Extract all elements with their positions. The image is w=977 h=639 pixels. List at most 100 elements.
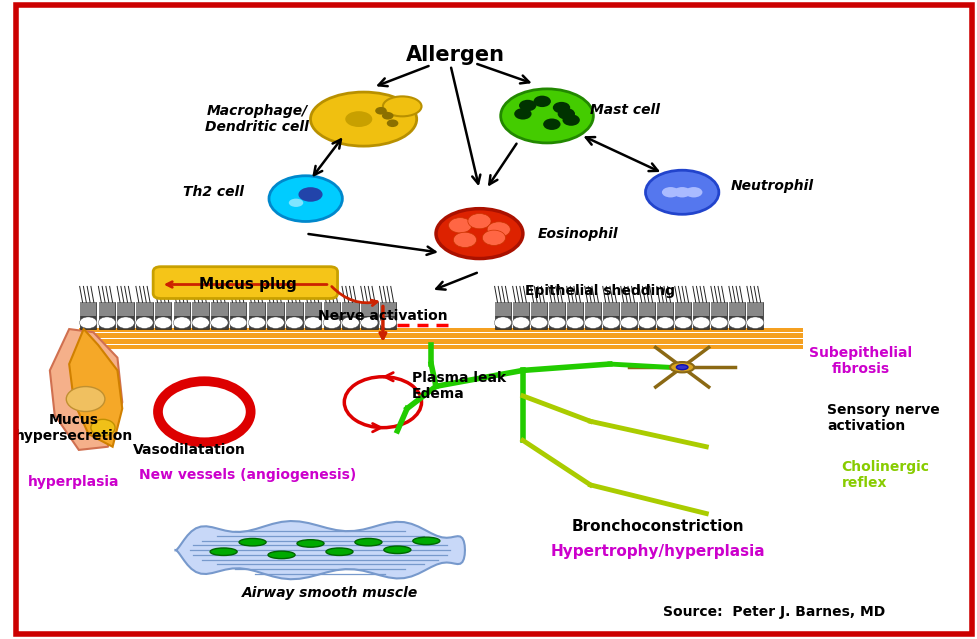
- Ellipse shape: [268, 551, 295, 558]
- Text: Mucus
hypersecretion: Mucus hypersecretion: [15, 413, 133, 443]
- Circle shape: [379, 317, 397, 328]
- Ellipse shape: [238, 539, 266, 546]
- Circle shape: [514, 108, 531, 119]
- Ellipse shape: [500, 89, 593, 143]
- Ellipse shape: [297, 540, 323, 547]
- FancyBboxPatch shape: [513, 302, 529, 329]
- Ellipse shape: [91, 419, 115, 436]
- FancyBboxPatch shape: [153, 266, 337, 298]
- Ellipse shape: [673, 187, 690, 197]
- FancyBboxPatch shape: [305, 302, 321, 316]
- FancyBboxPatch shape: [248, 302, 265, 329]
- Text: Hypertrophy/hyperplasia: Hypertrophy/hyperplasia: [550, 544, 765, 559]
- FancyBboxPatch shape: [548, 302, 565, 329]
- FancyBboxPatch shape: [211, 302, 228, 316]
- FancyBboxPatch shape: [192, 302, 209, 329]
- FancyBboxPatch shape: [531, 302, 546, 316]
- FancyBboxPatch shape: [603, 302, 618, 329]
- Circle shape: [117, 317, 134, 328]
- Circle shape: [728, 317, 745, 328]
- FancyBboxPatch shape: [746, 302, 762, 329]
- Circle shape: [602, 317, 619, 328]
- FancyBboxPatch shape: [305, 302, 321, 329]
- Circle shape: [519, 100, 535, 111]
- Text: Mucus plug: Mucus plug: [198, 277, 296, 292]
- Circle shape: [709, 317, 727, 328]
- FancyBboxPatch shape: [80, 302, 97, 329]
- Circle shape: [656, 317, 673, 328]
- Ellipse shape: [661, 187, 679, 197]
- FancyBboxPatch shape: [286, 302, 302, 329]
- Circle shape: [448, 218, 471, 233]
- Ellipse shape: [355, 539, 382, 546]
- FancyBboxPatch shape: [657, 302, 672, 329]
- Ellipse shape: [384, 546, 410, 553]
- FancyBboxPatch shape: [729, 302, 744, 316]
- Circle shape: [248, 317, 266, 328]
- FancyBboxPatch shape: [154, 302, 171, 316]
- Text: Macrophage/
Dendritic cell: Macrophage/ Dendritic cell: [205, 104, 309, 134]
- FancyBboxPatch shape: [361, 302, 377, 329]
- FancyBboxPatch shape: [379, 302, 396, 329]
- Text: Nerve activation: Nerve activation: [318, 309, 447, 323]
- FancyBboxPatch shape: [136, 302, 152, 316]
- FancyBboxPatch shape: [248, 302, 265, 316]
- Ellipse shape: [210, 548, 236, 555]
- Ellipse shape: [298, 187, 322, 202]
- Circle shape: [487, 222, 510, 237]
- FancyBboxPatch shape: [567, 302, 582, 329]
- Bar: [79, 339, 802, 344]
- FancyBboxPatch shape: [584, 302, 600, 329]
- Text: Subepithelial
fibrosis: Subepithelial fibrosis: [808, 346, 912, 376]
- FancyBboxPatch shape: [342, 302, 359, 316]
- FancyBboxPatch shape: [513, 302, 529, 316]
- Text: Plasma leak
Edema: Plasma leak Edema: [411, 371, 505, 401]
- FancyBboxPatch shape: [639, 302, 655, 316]
- FancyBboxPatch shape: [323, 302, 340, 329]
- Circle shape: [79, 317, 97, 328]
- Circle shape: [285, 317, 303, 328]
- Polygon shape: [175, 521, 464, 579]
- Circle shape: [304, 317, 321, 328]
- Circle shape: [542, 118, 560, 130]
- FancyBboxPatch shape: [99, 302, 115, 316]
- Ellipse shape: [669, 362, 694, 373]
- Text: New vessels (angiogenesis): New vessels (angiogenesis): [139, 468, 356, 482]
- Ellipse shape: [436, 209, 523, 259]
- FancyBboxPatch shape: [693, 302, 708, 316]
- FancyBboxPatch shape: [323, 302, 340, 316]
- Text: Bronchoconstriction: Bronchoconstriction: [572, 519, 743, 534]
- Text: Mast cell: Mast cell: [590, 102, 659, 116]
- Circle shape: [692, 317, 709, 328]
- FancyBboxPatch shape: [494, 302, 510, 316]
- FancyBboxPatch shape: [710, 302, 726, 329]
- Circle shape: [512, 317, 530, 328]
- Circle shape: [562, 114, 579, 126]
- FancyBboxPatch shape: [657, 302, 672, 316]
- Text: Airway smooth muscle: Airway smooth muscle: [241, 586, 417, 600]
- Text: Vasodilatation: Vasodilatation: [133, 443, 246, 457]
- Circle shape: [552, 102, 570, 113]
- Circle shape: [342, 317, 359, 328]
- Text: Epithelial shedding: Epithelial shedding: [525, 284, 674, 298]
- FancyBboxPatch shape: [584, 302, 600, 316]
- FancyBboxPatch shape: [117, 302, 134, 316]
- Text: Cholinergic
reflex: Cholinergic reflex: [840, 460, 928, 491]
- Circle shape: [638, 317, 656, 328]
- FancyBboxPatch shape: [230, 302, 246, 316]
- FancyBboxPatch shape: [603, 302, 618, 316]
- Bar: [79, 345, 802, 350]
- FancyBboxPatch shape: [710, 302, 726, 316]
- FancyBboxPatch shape: [620, 302, 636, 329]
- FancyBboxPatch shape: [211, 302, 228, 329]
- Circle shape: [98, 317, 115, 328]
- FancyBboxPatch shape: [99, 302, 115, 329]
- Circle shape: [467, 213, 490, 229]
- Circle shape: [530, 317, 547, 328]
- Text: Sensory nerve
activation: Sensory nerve activation: [827, 403, 939, 433]
- Circle shape: [136, 317, 153, 328]
- FancyBboxPatch shape: [693, 302, 708, 329]
- FancyBboxPatch shape: [136, 302, 152, 329]
- Circle shape: [493, 317, 511, 328]
- Circle shape: [210, 317, 228, 328]
